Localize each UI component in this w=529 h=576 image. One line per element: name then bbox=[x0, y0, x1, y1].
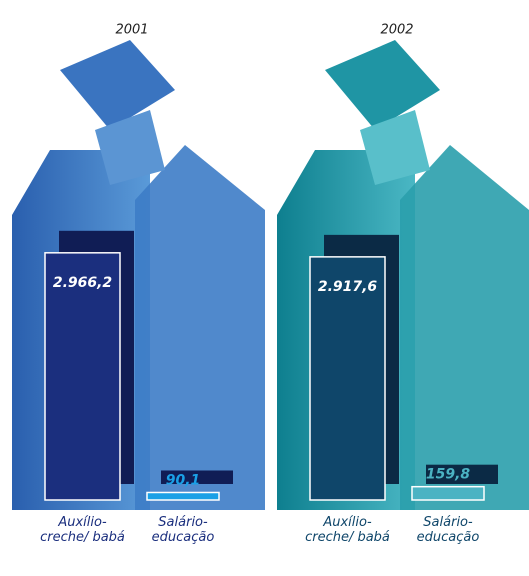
bar-shadow bbox=[426, 464, 498, 484]
category-label: Auxílio-creche/ babá bbox=[305, 515, 390, 545]
chart-title: 2001 bbox=[115, 23, 148, 38]
bar bbox=[146, 491, 220, 501]
bar bbox=[44, 252, 121, 501]
category-label: Auxílio-creche/ babá bbox=[40, 515, 125, 545]
chart-title: 2002 bbox=[380, 23, 413, 38]
bar-shadow bbox=[161, 470, 233, 484]
value-label: 2.966,2 bbox=[53, 275, 112, 291]
value-label: 2.917,6 bbox=[318, 279, 378, 295]
category-label: Salário-educação bbox=[151, 515, 215, 545]
bar bbox=[309, 256, 386, 501]
category-label: Salário-educação bbox=[416, 515, 480, 545]
value-label: 159,8 bbox=[426, 467, 471, 483]
bar bbox=[411, 485, 485, 501]
value-label: 90,1 bbox=[166, 472, 201, 488]
